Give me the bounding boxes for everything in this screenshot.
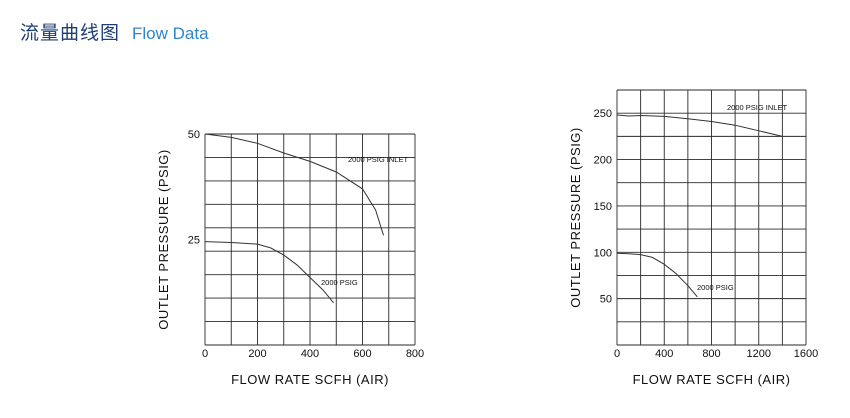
chart-grid	[616, 89, 807, 346]
y-tick-label: 100	[594, 247, 612, 259]
x-tick-label: 800	[702, 348, 720, 360]
x-tick-label: 400	[655, 348, 673, 360]
x-tick-label: 1600	[794, 348, 818, 360]
x-tick-label: 200	[248, 348, 266, 360]
y-tick-label: 200	[594, 155, 612, 167]
series-line	[616, 114, 783, 137]
x-axis-label: FLOW RATE SCFH (AIR)	[633, 372, 791, 387]
x-tick-label: 800	[406, 348, 424, 360]
series-label: 2000 PSIG INLET	[727, 103, 787, 112]
y-tick-label: 150	[594, 201, 612, 213]
x-tick-label: 600	[353, 348, 371, 360]
x-tick-label: 400	[301, 348, 319, 360]
chart-2: 0 400 800 1200 1600 50 100 150 200 250 FLOW RATE S…	[568, 89, 818, 387]
page-title-english: Flow Data	[132, 24, 209, 43]
series-line	[204, 133, 384, 236]
y-axis-label: OUTLET PRESSURE (PSIG)	[156, 149, 171, 330]
x-tick-label: 0	[202, 348, 208, 360]
y-tick-label: 25	[188, 235, 200, 247]
series-label: 2000 PSIG	[697, 283, 734, 292]
y-axis-label: OUTLET PRESSURE (PSIG)	[568, 127, 583, 308]
chart-1: 0 200 400 600 800 25 50 FLOW RATE SCFH (AIR) OUT…	[156, 129, 424, 387]
series-label: 2000 PSIG INLET	[348, 155, 408, 164]
x-axis-label: FLOW RATE SCFH (AIR)	[231, 372, 389, 387]
series-label: 2000 PSIG	[321, 278, 358, 287]
x-tick-label: 1200	[747, 348, 771, 360]
y-tick-label: 250	[594, 108, 612, 120]
y-tick-label: 50	[188, 129, 200, 141]
x-tick-label: 0	[614, 348, 620, 360]
chart-grid	[204, 133, 416, 346]
page-header: 流量曲线图 Flow Data	[20, 18, 209, 50]
page-title-chinese: 流量曲线图	[20, 22, 121, 44]
series-line	[616, 252, 698, 298]
y-tick-label: 50	[600, 294, 612, 306]
series-line	[204, 241, 334, 304]
